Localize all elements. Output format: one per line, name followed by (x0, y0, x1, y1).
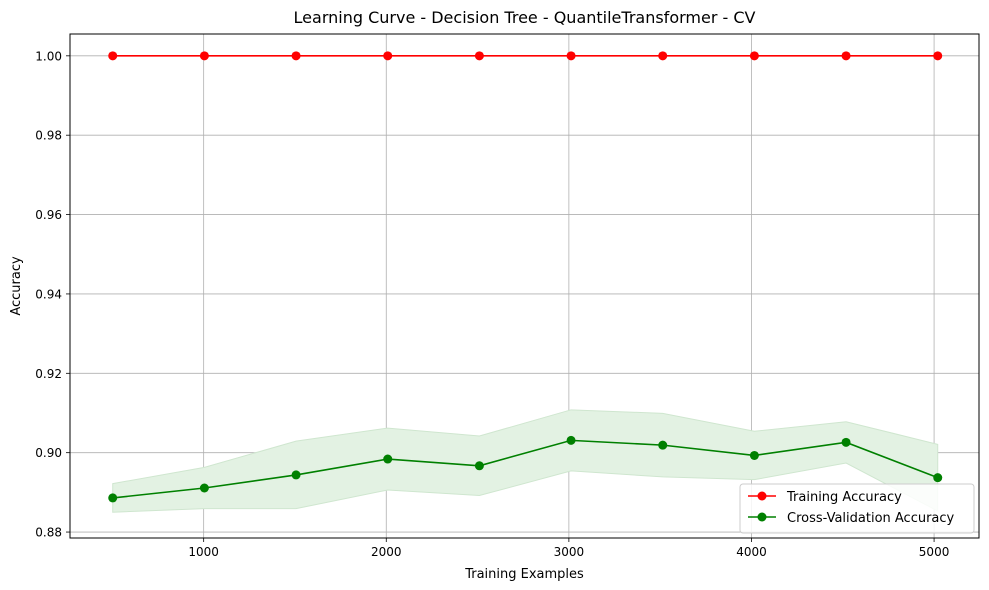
y-tick-label: 1.00 (35, 49, 62, 63)
x-tick-label: 2000 (371, 545, 402, 559)
x-tick-label: 3000 (554, 545, 585, 559)
cv-accuracy-point (566, 435, 576, 445)
legend: Training Accuracy Cross-Validation Accur… (739, 483, 975, 534)
series-points (108, 51, 943, 503)
training-accuracy-point (108, 51, 118, 61)
cv-accuracy-point (841, 437, 851, 447)
training-accuracy-point (383, 51, 393, 61)
y-axis-label: Accuracy (9, 256, 24, 316)
cv-accuracy-point (474, 461, 484, 471)
training-accuracy-point (199, 51, 209, 61)
training-accuracy-point (566, 51, 576, 61)
y-tick-label: 0.90 (35, 446, 62, 460)
training-accuracy-point (933, 51, 943, 61)
legend-box (739, 483, 975, 534)
x-tick-label: 1000 (188, 545, 219, 559)
x-tick-label: 5000 (919, 545, 950, 559)
cv-accuracy-point (658, 440, 668, 450)
cv-accuracy-point (933, 473, 943, 483)
training-accuracy-point (658, 51, 668, 61)
legend-marker-cv (757, 512, 767, 522)
axis-ticks: 1000 2000 3000 4000 5000 0.88 0.90 0.92 0.94 0.96… (35, 49, 949, 559)
y-tick-label: 0.88 (35, 526, 62, 540)
x-tick-label: 4000 (736, 545, 767, 559)
cv-accuracy-point (291, 470, 301, 480)
legend-label-cv: Cross-Validation Accuracy (787, 511, 955, 526)
chart-title: Learning Curve - Decision Tree - Quantil… (294, 8, 756, 27)
x-axis-label: Training Examples (464, 567, 584, 582)
legend-label-training: Training Accuracy (786, 490, 902, 505)
series-lines (112, 55, 939, 499)
y-tick-label: 0.98 (35, 129, 62, 143)
training-accuracy-point (749, 51, 759, 61)
y-tick-label: 0.94 (35, 287, 62, 301)
legend-marker-training (757, 491, 767, 501)
training-accuracy-point (474, 51, 484, 61)
y-tick-label: 0.96 (35, 208, 62, 222)
training-accuracy-point (291, 51, 301, 61)
cv-accuracy-line (112, 439, 939, 499)
y-tick-label: 0.92 (35, 367, 62, 381)
cv-accuracy-point (108, 493, 118, 503)
cv-accuracy-point (383, 454, 393, 464)
plot-area-frame (69, 33, 980, 539)
cv-accuracy-point (199, 483, 209, 493)
cv-accuracy-point (749, 450, 759, 460)
training-accuracy-point (841, 51, 851, 61)
